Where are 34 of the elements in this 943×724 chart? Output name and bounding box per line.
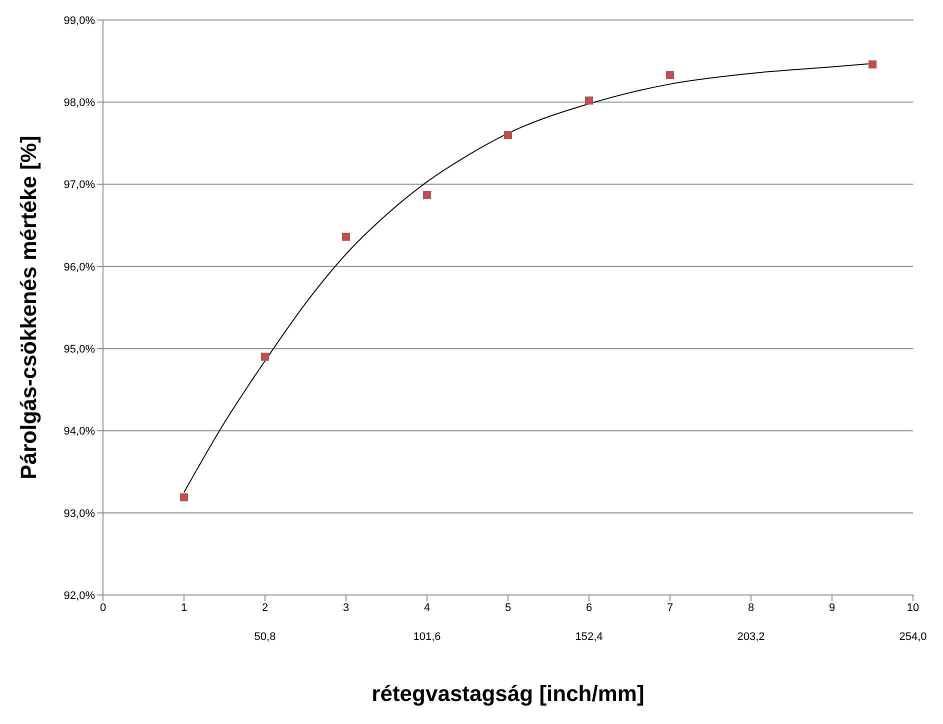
x-tick-label: 5 [504, 602, 512, 614]
x-tick-label: 0 [100, 602, 106, 614]
y-tick-label: 95,0% [64, 343, 96, 356]
x-tick-label: 3 [342, 602, 350, 614]
x2-tick-label: 50,8 [254, 631, 276, 643]
x-tick-label: 1 [180, 602, 188, 614]
x-tick-label: 2 [262, 602, 268, 614]
x-tick-label: 6 [586, 602, 592, 614]
point [585, 96, 593, 104]
point [342, 232, 350, 241]
point [504, 131, 512, 139]
y-tick-label: 94,0% [64, 426, 96, 438]
y-tick-label: 99,0% [64, 14, 96, 27]
y-tick-label: 97,0% [64, 179, 96, 192]
x2-tick-label: 101,6 [413, 631, 441, 643]
x-axis-title: rétegvastagság [inch/mm] [372, 681, 644, 706]
x2-tick-label: 203,2 [737, 631, 765, 643]
point [261, 352, 269, 361]
y-tick-label: 92,0% [64, 590, 96, 602]
point [180, 493, 188, 502]
x2-tick-label: 254,0 [899, 631, 927, 643]
point [868, 60, 876, 68]
x-tick-label: 9 [828, 602, 836, 614]
x-tick-label: 7 [666, 602, 674, 614]
y-tick-label: 98,0% [64, 97, 96, 110]
y-axis-title: Párolgás-csökkenés mértéke [%] [16, 136, 41, 480]
x2-tick-label: 152,4 [575, 631, 603, 643]
point [423, 190, 431, 199]
point [666, 71, 674, 80]
x-tick-label: 10 [906, 602, 920, 614]
y-tick-label: 96,0% [64, 261, 96, 274]
x-tick-label: 4 [424, 602, 430, 614]
y-tick-label: 93,0% [64, 508, 96, 520]
x-tick-label: 8 [748, 602, 754, 614]
